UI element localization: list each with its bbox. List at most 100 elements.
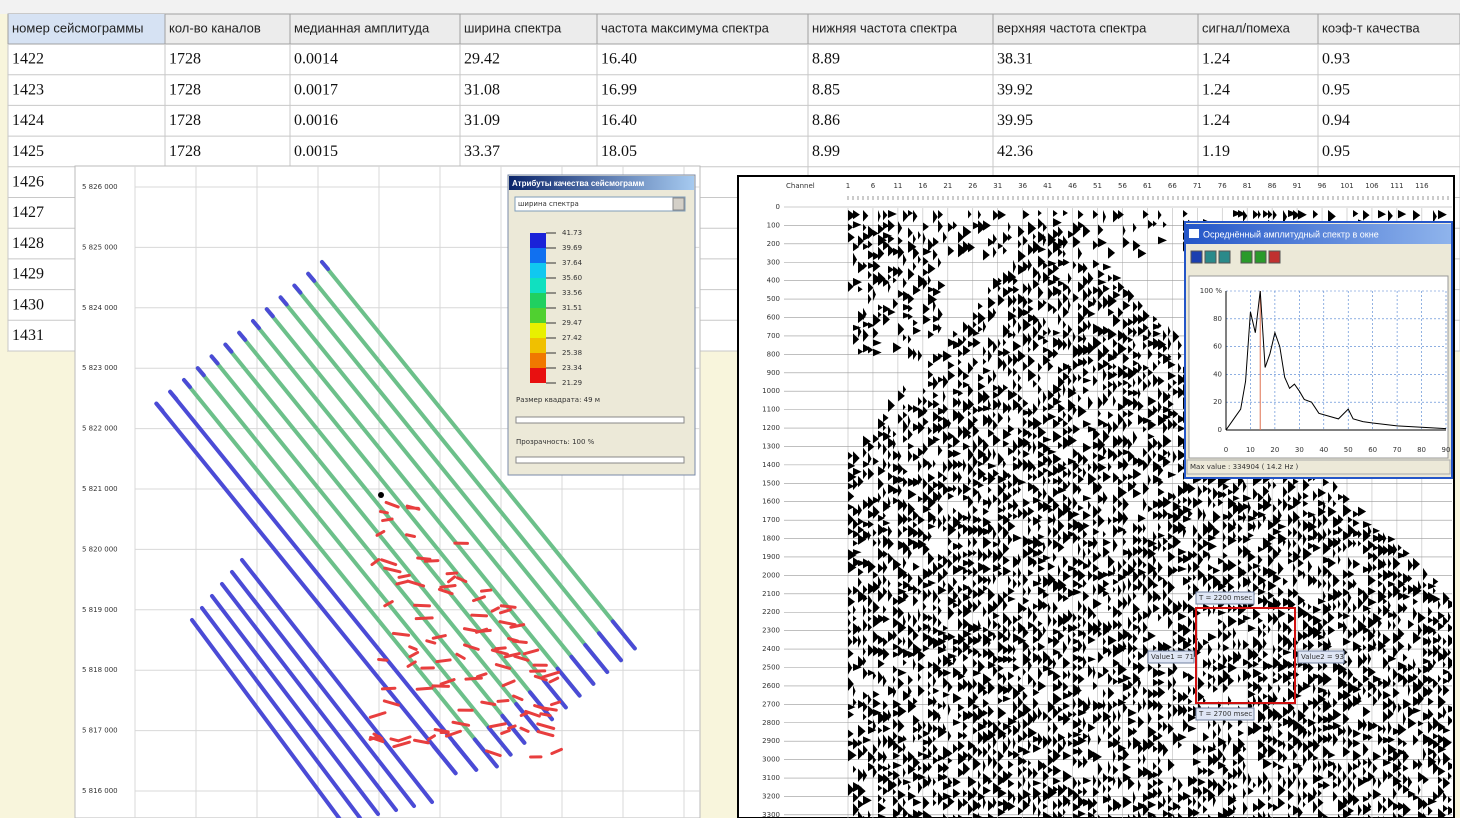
toolbar-button[interactable]: [1241, 251, 1252, 263]
toolbar-button[interactable]: [1269, 251, 1280, 263]
time-label: 900: [767, 369, 780, 377]
spectrum-title: Осреднённый амплитудный спектр в окне: [1203, 229, 1379, 239]
color-swatch: [530, 293, 546, 308]
map-y-label: 5 820 000: [82, 545, 118, 553]
channel-number: 61: [1143, 182, 1152, 190]
time-label: 400: [767, 277, 780, 285]
slider: [516, 457, 684, 463]
time-label: 1400: [762, 461, 780, 469]
table-cell: 18.05: [601, 143, 637, 160]
page: номер сейсмограммыкол-во каналовмедианна…: [0, 0, 1460, 818]
map-y-label: 5 819 000: [82, 606, 118, 614]
channel-number: 41: [1043, 182, 1052, 190]
time-label: 800: [767, 350, 780, 358]
time-label: 2900: [762, 737, 780, 745]
marker: [378, 492, 384, 498]
table-cell: 16.99: [601, 81, 637, 98]
max-value: Max value : 334904 ( 14.2 Hz ): [1190, 463, 1299, 471]
time-label: 1500: [762, 479, 780, 487]
table-cell: 1.24: [1202, 51, 1230, 68]
toolbar-button[interactable]: [1219, 251, 1230, 263]
channel-number: 21: [943, 182, 952, 190]
channel-number: 66: [1168, 182, 1177, 190]
channel-number: 81: [1243, 182, 1252, 190]
channel-number: 31: [993, 182, 1002, 190]
square-size: Размер квадрата: 49 м: [516, 396, 600, 404]
x-tick-label: 90: [1442, 446, 1451, 454]
toolbar-button[interactable]: [1205, 251, 1216, 263]
channel-number: 6: [871, 182, 876, 190]
time-label: 2200: [762, 608, 780, 616]
table-cell: 0.95: [1322, 143, 1350, 160]
x-tick-label: 60: [1368, 446, 1377, 454]
color-swatch: [530, 323, 546, 338]
color-swatch: [530, 233, 546, 248]
legend-value: 21.29: [562, 379, 582, 387]
column-header: номер сейсмограммы: [12, 20, 144, 35]
table-cell: 1428: [12, 235, 44, 252]
table-cell: 33.37: [464, 143, 500, 160]
channel-number: 46: [1068, 182, 1077, 190]
color-swatch: [530, 368, 546, 383]
table-cell: 1424: [12, 112, 44, 129]
legend-value: 23.34: [562, 364, 583, 372]
table-cell: 38.31: [997, 51, 1033, 68]
table-cell: 1431: [12, 327, 44, 344]
time-label: 2100: [762, 590, 780, 598]
map-y-label: 5 817 000: [82, 727, 118, 735]
map-y-label: 5 821 000: [82, 485, 118, 493]
channel-number: 56: [1118, 182, 1127, 190]
annotation: Value1 = 71: [1151, 653, 1194, 661]
x-tick-label: 80: [1417, 446, 1426, 454]
table-cell: 1422: [12, 51, 44, 68]
channel-number: 116: [1415, 182, 1429, 190]
toolbar-button[interactable]: [1191, 251, 1202, 263]
time-label: 0: [776, 203, 780, 211]
legend-value: 31.51: [562, 304, 582, 312]
table-cell: 1728: [169, 81, 201, 98]
column-header: кол-во каналов: [169, 20, 261, 35]
time-label: 200: [767, 240, 780, 248]
y-tick-label: 40: [1213, 370, 1222, 378]
channel-number: 1: [846, 182, 850, 190]
dropdown-button: [673, 198, 684, 210]
toolbar-button[interactable]: [1255, 251, 1266, 263]
x-tick-label: 30: [1295, 446, 1304, 454]
table-cell: 1425: [12, 143, 44, 160]
legend-value: 33.56: [562, 289, 583, 297]
time-label: 1300: [762, 442, 780, 450]
column-header: коэф-т качества: [1322, 20, 1420, 35]
x-tick-label: 50: [1344, 446, 1353, 454]
table-cell: 1.24: [1202, 81, 1230, 98]
column-header: верхняя частота спектра: [997, 20, 1147, 35]
time-label: 2000: [762, 571, 780, 579]
table-cell: 8.85: [812, 81, 840, 98]
color-swatch: [530, 263, 546, 278]
legend-value: 29.47: [562, 319, 582, 327]
channel-number: 106: [1365, 182, 1379, 190]
legend-value: 25.38: [562, 349, 582, 357]
table-cell: 1429: [12, 266, 44, 283]
column-header: ширина спектра: [464, 20, 562, 35]
time-label: 2700: [762, 700, 780, 708]
time-label: 2400: [762, 645, 780, 653]
time-label: 1800: [762, 535, 780, 543]
time-label: 1200: [762, 424, 780, 432]
time-label: 3000: [762, 756, 780, 764]
time-label: 500: [767, 295, 780, 303]
color-swatch: [530, 353, 546, 368]
table-cell: 0.95: [1322, 81, 1350, 98]
time-label: 700: [767, 332, 780, 340]
legend-value: 39.69: [562, 244, 582, 252]
column-header: нижняя частота спектра: [812, 20, 958, 35]
time-label: 1600: [762, 498, 780, 506]
channel-number: 101: [1340, 182, 1353, 190]
map-y-label: 5 822 000: [82, 425, 118, 433]
slider: [516, 417, 684, 423]
color-swatch: [530, 308, 546, 323]
annotation: T = 2200 msec: [1198, 594, 1252, 602]
x-tick-label: 20: [1270, 446, 1279, 454]
y-tick-label: 20: [1213, 398, 1222, 406]
time-label: 3100: [762, 774, 780, 782]
legend-value: 35.60: [562, 274, 582, 282]
